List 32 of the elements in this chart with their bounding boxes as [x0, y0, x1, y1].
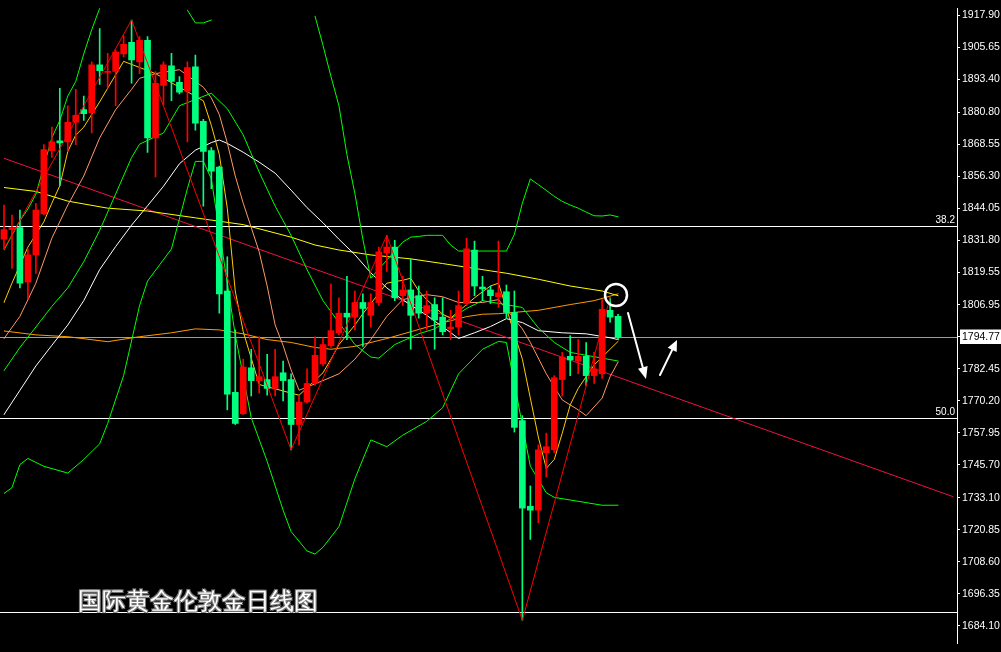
candlestick [279, 360, 287, 402]
y-tick-label: 1856.30 [962, 168, 1001, 181]
y-tick-label: 1696.35 [962, 586, 1001, 599]
y-tick-label: 1868.55 [962, 136, 1001, 149]
candlestick [566, 335, 574, 376]
candlestick [96, 28, 104, 85]
candlestick [359, 293, 367, 347]
y-tick-label: 1745.70 [962, 457, 1001, 470]
y-tick-label: 1733.10 [962, 490, 1001, 503]
y-tick-label: 1831.80 [962, 232, 1001, 245]
y-tick-label: 1905.65 [962, 39, 1001, 52]
y-tick-label: 1770.20 [962, 393, 1001, 406]
y-tick-label: 1684.10 [962, 618, 1001, 631]
candlestick [327, 283, 335, 348]
y-tick-label: 1880.80 [962, 104, 1001, 117]
y-tick-label: 1720.85 [962, 522, 1001, 535]
y-tick-label: 1782.45 [962, 361, 1001, 374]
y-tick-label: 1708.60 [962, 554, 1001, 567]
candlestick [574, 339, 582, 375]
y-tick-label: 1806.95 [962, 297, 1001, 310]
candlestick [8, 214, 16, 269]
y-tick-label: 1917.90 [962, 7, 1001, 20]
y-tick-label: 1794.77 [962, 329, 1001, 342]
candlestick [56, 87, 64, 187]
annotation: 50.0 [935, 406, 956, 418]
y-tick-label: 1844.05 [962, 200, 1001, 213]
y-tick-label: 1819.55 [962, 264, 1001, 277]
text: 国际黄金伦敦金日线图 [78, 587, 318, 615]
annotation: 38.2 [935, 214, 956, 226]
candlestick [255, 336, 263, 394]
y-tick-label: 1757.95 [962, 425, 1001, 438]
y-tick-label: 1893.40 [962, 71, 1001, 84]
